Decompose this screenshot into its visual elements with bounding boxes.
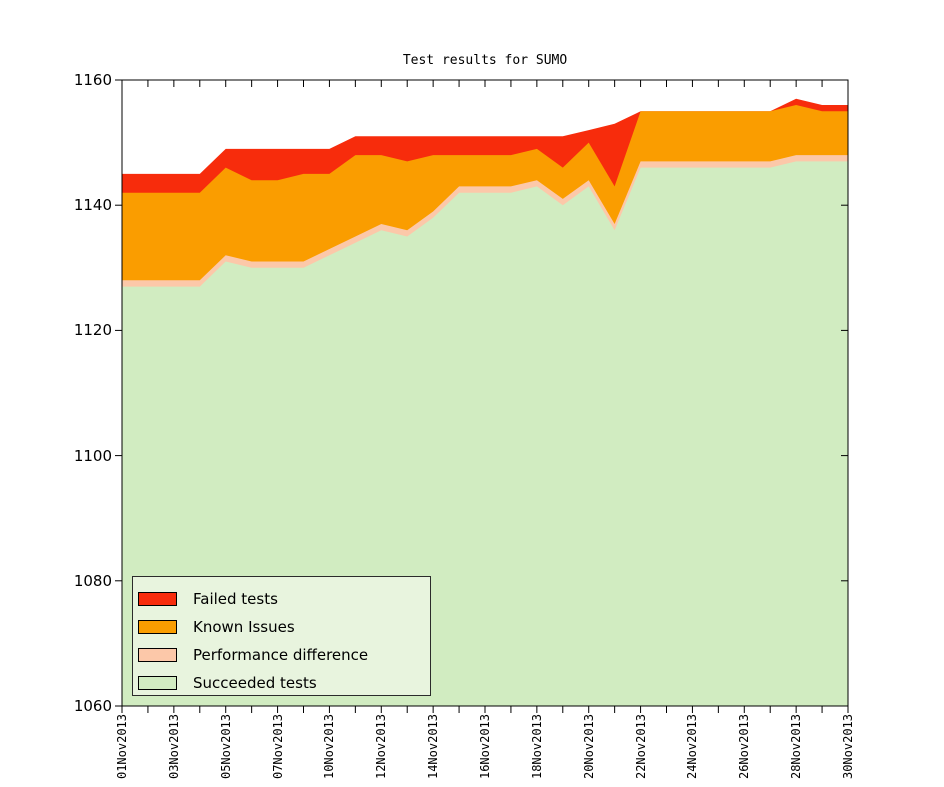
x-tick-label: 22Nov2013 xyxy=(633,714,648,780)
legend-item: Performance difference xyxy=(138,641,430,669)
y-tick-label: 1160 xyxy=(73,71,112,89)
x-tick-label: 18Nov2013 xyxy=(529,714,544,780)
legend-label: Known Issues xyxy=(193,618,295,636)
x-tick-label: 07Nov2013 xyxy=(270,714,285,780)
chart-title: Test results for SUMO xyxy=(402,53,568,68)
area-succeeded-tests xyxy=(122,161,848,706)
x-tick-label: 16Nov2013 xyxy=(478,714,492,780)
y-tick-label: 1080 xyxy=(73,571,112,590)
legend-swatch-succeeded-tests xyxy=(138,676,177,690)
x-tick-label: 05Nov2013 xyxy=(218,714,233,780)
x-tick-label: 24Nov2013 xyxy=(685,714,700,780)
y-tick-label: 1120 xyxy=(73,321,112,340)
y-tick-label: 1140 xyxy=(73,196,112,215)
x-tick-label: 28Nov2013 xyxy=(789,714,804,780)
x-tick-label: 20Nov2013 xyxy=(581,714,596,780)
legend-label: Succeeded tests xyxy=(193,674,317,692)
legend-item: Succeeded tests xyxy=(138,669,430,697)
x-tick-label: 03Nov2013 xyxy=(166,714,181,780)
legend-swatch-performance-difference xyxy=(138,648,177,662)
y-tick-label: 1060 xyxy=(73,697,112,715)
legend-item: Known Issues xyxy=(138,613,430,641)
legend-label: Performance difference xyxy=(193,646,369,664)
x-tick-label: 26Nov2013 xyxy=(737,714,752,780)
y-tick-label: 1100 xyxy=(73,446,112,465)
legend: Failed tests Known Issues Performance diff… xyxy=(132,576,431,696)
x-tick-label: 14Nov2013 xyxy=(426,714,441,780)
legend-swatch-failed-tests xyxy=(138,592,177,606)
x-tick-label: 12Nov2013 xyxy=(374,714,389,780)
x-tick-label: 01Nov2013 xyxy=(115,714,129,780)
x-tick-label: 10Nov2013 xyxy=(322,714,337,780)
x-tick-label: 30Nov2013 xyxy=(841,714,855,780)
legend-item: Failed tests xyxy=(138,585,430,613)
legend-swatch-known-issues xyxy=(138,620,177,634)
legend-label: Failed tests xyxy=(193,590,278,608)
